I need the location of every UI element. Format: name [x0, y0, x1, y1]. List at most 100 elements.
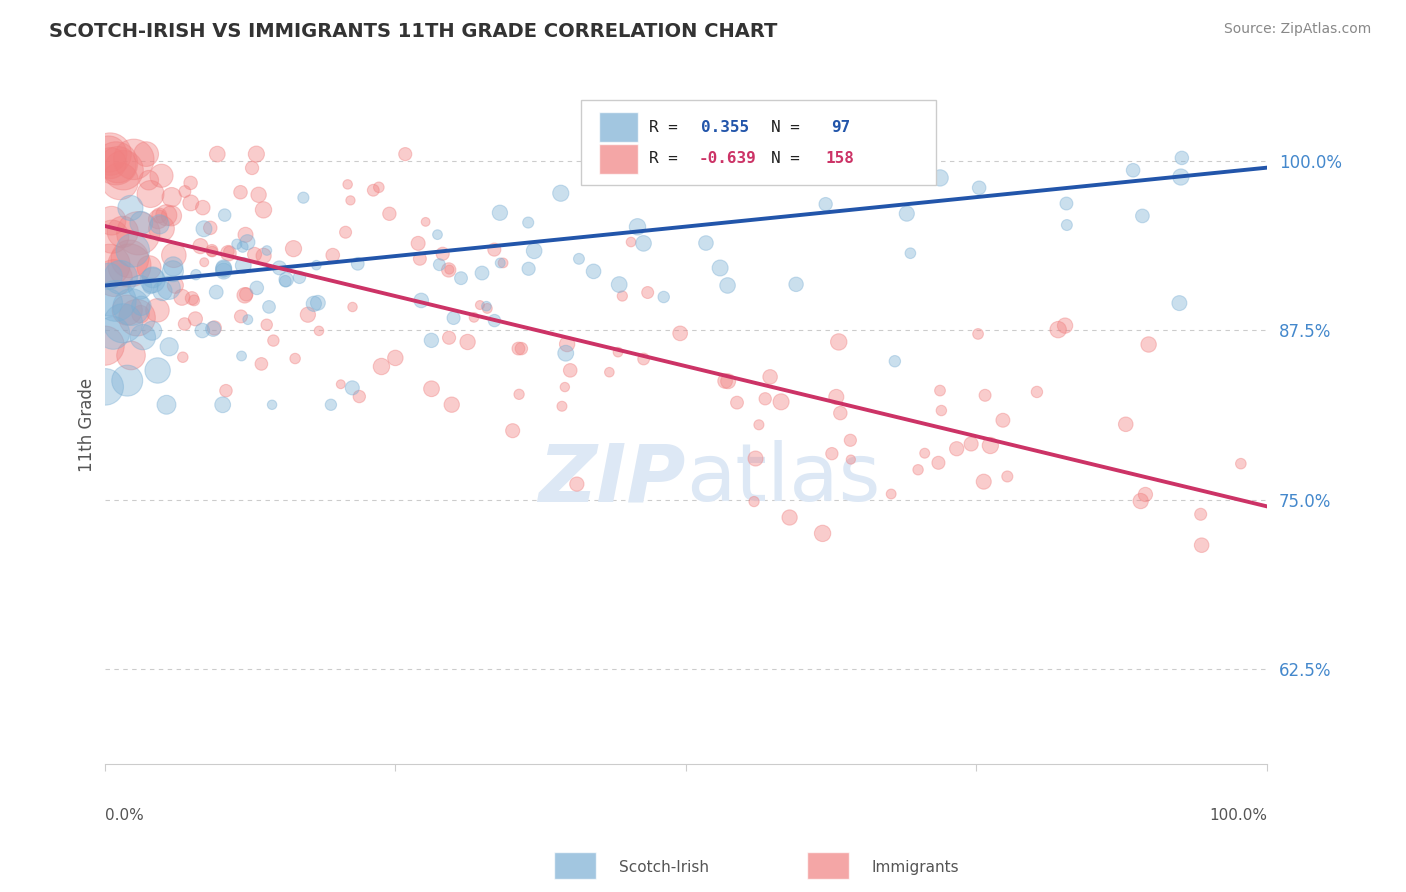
Point [637, 285, 659, 300]
Point [131, 299, 153, 313]
Point [839, 452, 862, 467]
Point [508, 342, 530, 356]
Point [152, 284, 174, 298]
Point [200, 220, 222, 235]
Point [305, 258, 328, 272]
Point [191, 201, 214, 215]
Point [714, 374, 737, 388]
Point [471, 266, 494, 280]
Point [225, 237, 247, 252]
Point [900, 246, 922, 260]
Point [245, 147, 267, 161]
Point [284, 351, 307, 366]
Point [104, 293, 127, 308]
Point [974, 388, 997, 402]
Point [211, 398, 233, 412]
Point [232, 240, 254, 254]
Point [927, 456, 949, 470]
Point [120, 300, 142, 314]
Point [139, 187, 162, 202]
Point [568, 252, 591, 266]
Point [93, 338, 115, 352]
Point [207, 147, 229, 161]
Point [582, 264, 605, 278]
Point [554, 346, 576, 360]
Point [193, 221, 215, 235]
Point [1170, 169, 1192, 184]
Point [155, 208, 177, 222]
Point [138, 260, 160, 275]
Point [262, 398, 284, 412]
Point [1171, 151, 1194, 165]
Point [695, 235, 717, 250]
Point [183, 293, 205, 308]
Point [437, 331, 460, 345]
Point [157, 281, 180, 295]
Point [319, 398, 342, 412]
Point [429, 258, 451, 272]
Text: Immigrants: Immigrants [872, 860, 959, 874]
Point [129, 216, 152, 230]
Point [307, 295, 329, 310]
Point [139, 279, 162, 293]
Point [785, 277, 807, 292]
Point [190, 239, 212, 253]
Point [907, 463, 929, 477]
Point [117, 303, 139, 318]
Point [744, 451, 766, 466]
Point [232, 259, 254, 273]
Point [142, 270, 165, 285]
Point [1189, 508, 1212, 522]
Point [184, 311, 207, 326]
Point [394, 147, 416, 161]
Point [193, 255, 215, 269]
Point [1129, 494, 1152, 508]
Point [98, 269, 121, 284]
Point [612, 289, 634, 303]
Point [269, 260, 291, 275]
Point [1135, 487, 1157, 501]
Point [160, 209, 183, 223]
Point [132, 330, 155, 344]
Point [157, 340, 180, 354]
Text: Source: ZipAtlas.com: Source: ZipAtlas.com [1223, 22, 1371, 37]
Point [103, 271, 125, 285]
Point [148, 218, 170, 232]
Point [292, 191, 315, 205]
Point [283, 242, 305, 256]
Point [184, 268, 207, 282]
Point [212, 262, 235, 277]
Text: R =: R = [648, 120, 678, 135]
Point [148, 209, 170, 223]
Point [212, 260, 235, 275]
Point [120, 201, 142, 215]
Point [607, 277, 630, 292]
Point [302, 297, 325, 311]
Point [288, 270, 311, 285]
Point [335, 225, 357, 239]
Point [555, 337, 578, 351]
Point [127, 226, 149, 240]
Point [142, 273, 165, 287]
Point [669, 326, 692, 341]
Point [426, 227, 449, 242]
Point [191, 324, 214, 338]
Text: Scotch-Irish: Scotch-Irish [619, 860, 709, 874]
Point [212, 264, 235, 278]
Point [991, 413, 1014, 427]
Point [247, 187, 270, 202]
Point [967, 326, 990, 341]
Point [214, 208, 236, 222]
Point [463, 310, 485, 325]
Point [205, 285, 228, 300]
Point [97, 147, 120, 161]
Point [180, 195, 202, 210]
Point [115, 374, 138, 388]
Point [246, 281, 269, 295]
Point [979, 438, 1001, 452]
Point [173, 185, 195, 199]
Text: R =: R = [648, 152, 678, 166]
Point [118, 259, 141, 273]
Point [821, 447, 844, 461]
Point [1056, 218, 1078, 232]
